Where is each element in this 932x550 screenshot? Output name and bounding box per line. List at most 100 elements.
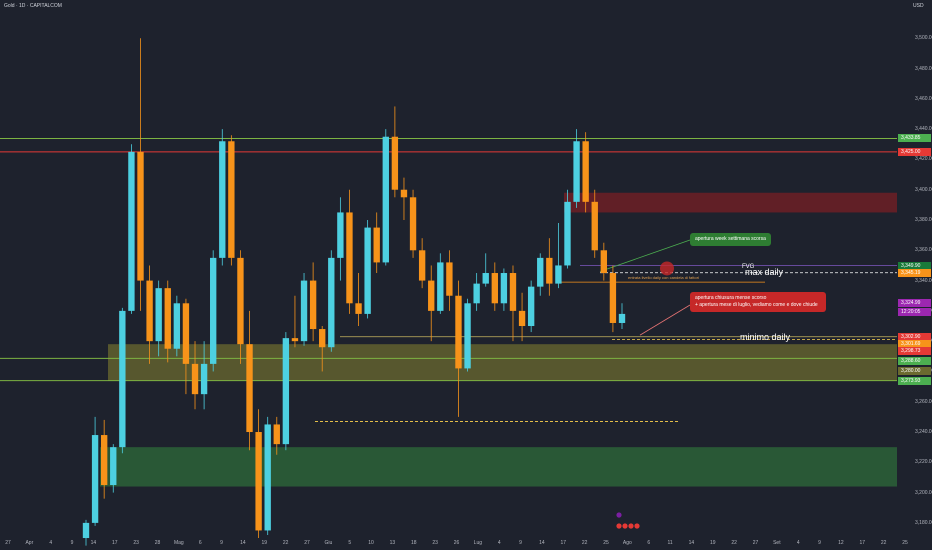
candle-body [564, 201, 571, 266]
y-tick-label: 3,220.00 [915, 459, 932, 466]
x-tick-label: 22 [880, 540, 887, 546]
candle-body [373, 227, 380, 263]
candle-body [173, 303, 181, 349]
candle-body [255, 432, 262, 531]
y-tick-label: 3,440.00 [915, 126, 932, 133]
price-tag: 3,301.69 [898, 339, 931, 348]
x-tick-label: Ago [622, 540, 632, 546]
supply-zone-red [564, 192, 897, 213]
candle-body [418, 250, 426, 281]
candle-body [473, 283, 480, 304]
max-daily-label: max daily [745, 267, 784, 277]
x-tick-label: 27 [304, 540, 310, 546]
candle-body [100, 435, 108, 486]
candle-body [82, 522, 90, 539]
x-tick-label: 17 [859, 540, 866, 546]
x-tick-label: 5 [348, 540, 352, 546]
candle-body [600, 250, 608, 274]
candle-body [437, 262, 444, 311]
y-tick-label: 3,400.00 [915, 186, 932, 193]
x-tick-label: 9 [220, 540, 223, 546]
x-tick-label: 14 [688, 540, 695, 546]
price-tag: 3,273.93 [898, 376, 931, 385]
x-tick-label: Lug [473, 540, 483, 546]
price-tag: 3,433.85 [898, 134, 931, 143]
x-tick-label: 4 [497, 540, 501, 546]
candle-body [573, 141, 580, 202]
x-tick-label: 19 [261, 540, 268, 546]
event-marker [622, 523, 628, 529]
x-tick-label: 9 [70, 540, 74, 546]
candle-body [382, 136, 389, 263]
x-tick-label: 22 [731, 540, 737, 546]
symbol-title: Gold · 1D · CAPITALCOM [4, 3, 62, 9]
price-tag: 3,288.60 [898, 356, 931, 365]
candle-body [273, 424, 280, 445]
candle-body [319, 329, 326, 348]
candle-body [428, 280, 435, 311]
x-tick-label: 19 [710, 540, 716, 546]
price-tag: 3,302.90 [898, 332, 931, 341]
y-tick-label: 3,260.00 [915, 398, 932, 405]
y-tick-label: 3,340.00 [915, 277, 932, 284]
candle-body [518, 310, 526, 327]
y-tick-label: 3,380.00 [915, 217, 932, 223]
x-tick-label: 11 [667, 540, 673, 546]
price-tag: 3,345.19 [898, 268, 931, 277]
candle-body [509, 273, 517, 311]
month-pointer [639, 304, 691, 336]
x-tick-label: 4 [796, 540, 800, 546]
x-tick-label: 4 [49, 540, 53, 546]
candle-body [291, 338, 299, 342]
price-tag: 3,425.00 [898, 147, 931, 156]
demand-zone-olive [108, 344, 897, 381]
candle-body [464, 303, 471, 369]
candle-body [219, 141, 226, 258]
candle-body [446, 262, 453, 296]
candle-body [527, 286, 535, 327]
price-tag: 3,280.00 [898, 367, 931, 376]
candle-body [491, 273, 498, 304]
y-tick-label: 3,360.00 [915, 247, 932, 254]
candle-body [328, 257, 335, 348]
candle-body [591, 201, 598, 251]
candle-body [246, 344, 253, 433]
candle-body [355, 303, 362, 314]
candle-body [455, 295, 462, 369]
candle-body [609, 273, 617, 323]
entry-note: entrata livello daily con candela di fat… [628, 275, 699, 280]
x-tick-label: 9 [818, 540, 821, 546]
candle-body [546, 257, 553, 284]
candle-body [300, 280, 308, 342]
price-tag: 3,324.99 [898, 299, 931, 308]
candle-body [364, 227, 371, 314]
candle-body [618, 313, 626, 323]
event-marker-purple [616, 512, 622, 518]
week-open-bubble: apertura week settimana scorsa [690, 233, 771, 246]
candle-body [228, 141, 235, 258]
candlestick-chart[interactable] [0, 0, 897, 550]
y-tick-label: 3,180.00 [915, 519, 932, 526]
price-tag: 3,349.90 [898, 261, 931, 270]
min-daily-label: minimo daily [740, 332, 791, 342]
x-tick-label: 17 [560, 540, 567, 546]
x-tick-label: 18 [411, 540, 417, 546]
event-marker [628, 523, 634, 529]
candle-body [182, 303, 190, 364]
y-tick-label: 3,500.00 [915, 35, 932, 42]
candle-body [482, 273, 489, 284]
y-tick-label: 3,480.00 [915, 65, 932, 72]
event-marker [616, 523, 622, 529]
x-tick-label: 22 [581, 540, 588, 546]
x-tick-label: 14 [240, 540, 246, 546]
y-tick-label: 3,240.00 [915, 429, 932, 436]
candle-body [119, 310, 126, 448]
x-tick-label: 26 [453, 540, 460, 546]
y-tick-label: 3,420.00 [915, 156, 932, 163]
x-tick-label: Apr [25, 540, 34, 546]
x-tick-label: 6 [647, 540, 651, 546]
month-bubble-line1: apertura chiusura mense scorso [695, 295, 767, 301]
candle-body [210, 257, 217, 364]
x-tick-label: Giu [324, 540, 333, 546]
x-tick-label: 28 [154, 540, 161, 546]
